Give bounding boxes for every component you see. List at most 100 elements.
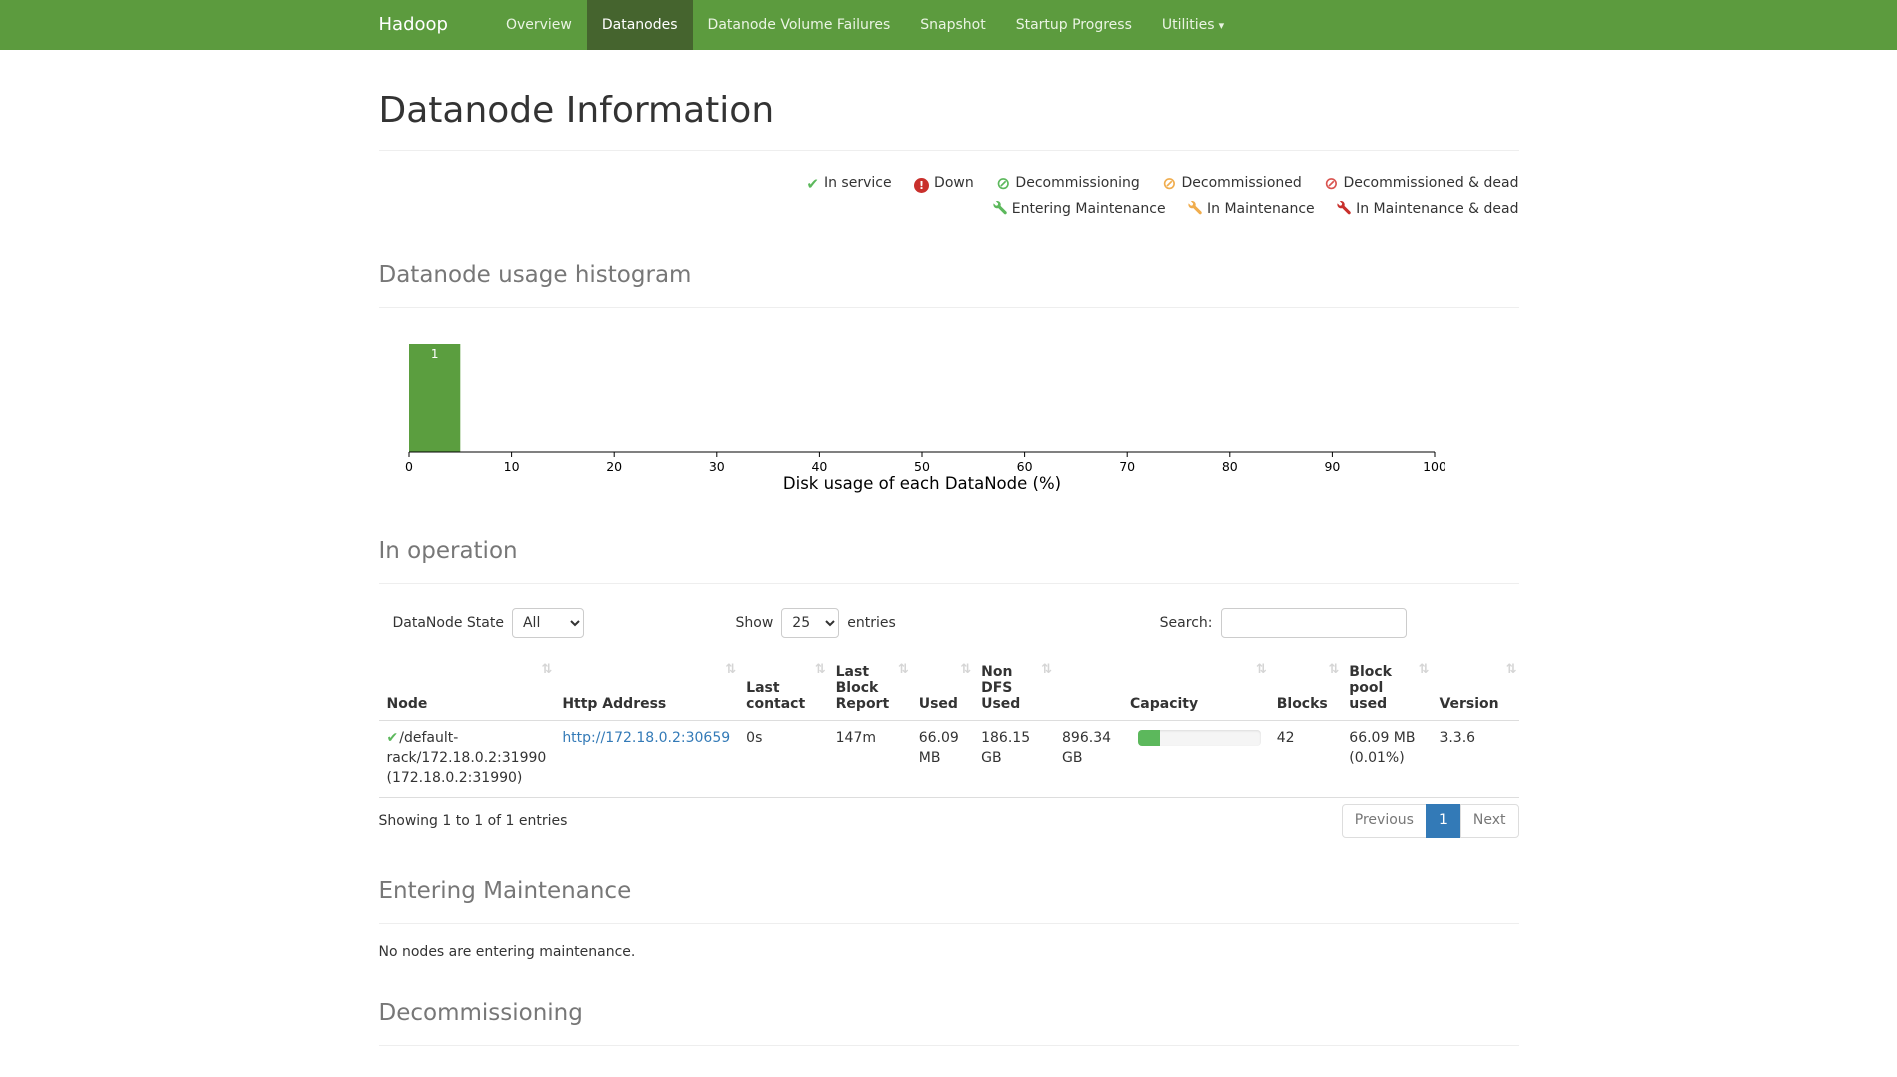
svg-text:70: 70 xyxy=(1119,459,1135,474)
sort-icon[interactable]: ⇅ xyxy=(1255,662,1267,677)
svg-text:0: 0 xyxy=(405,459,413,474)
http-address-link[interactable]: http://172.18.0.2:30659 xyxy=(562,730,731,746)
sort-icon[interactable]: ⇅ xyxy=(541,662,553,677)
entering-maintenance-section-header: Entering Maintenance xyxy=(378,877,1519,924)
column-header-capacity[interactable]: Capacity ⇅ xyxy=(1054,656,1269,721)
page-1-button[interactable]: 1 xyxy=(1425,803,1461,838)
entering-maintenance-empty-text: No nodes are entering maintenance. xyxy=(378,943,636,960)
svg-text:100: 100 xyxy=(1423,459,1445,474)
column-header-node[interactable]: Node ⇅ xyxy=(378,656,555,721)
nav-item-snapshot[interactable]: Snapshot xyxy=(920,17,986,33)
legend-decommissioning: ⊘ Decommissioning xyxy=(996,174,1140,194)
column-header-last-contact[interactable]: Last contact ⇅ xyxy=(738,656,828,721)
table-footer: Showing 1 to 1 of 1 entries Previous 1 N… xyxy=(378,803,1519,838)
svg-text:80: 80 xyxy=(1221,459,1237,474)
legend-in-maintenance-dead: In Maintenance & dead xyxy=(1337,200,1519,217)
exclamation-circle-icon: ! xyxy=(914,178,930,193)
svg-text:1: 1 xyxy=(430,347,438,361)
check-icon: ✔ xyxy=(806,175,819,193)
check-icon: ✔ xyxy=(386,730,399,746)
sort-icon[interactable]: ⇅ xyxy=(897,662,909,677)
capacity-progress-fill xyxy=(1137,730,1160,746)
wrench-icon xyxy=(1337,200,1351,215)
search-input[interactable] xyxy=(1220,608,1407,638)
nav-menu: Overview Datanodes Datanode Volume Failu… xyxy=(491,0,1239,50)
cell-blocks: 42 xyxy=(1268,720,1342,798)
legend-entering-maintenance: Entering Maintenance xyxy=(993,200,1166,217)
histogram-heading: Datanode usage histogram xyxy=(378,262,692,288)
svg-text:60: 60 xyxy=(1016,459,1032,474)
legend-row-2: Entering Maintenance In Maintenance In M… xyxy=(379,197,1519,222)
cell-last-block-report: 147m xyxy=(827,720,911,798)
in-operation-heading: In operation xyxy=(378,538,518,564)
sort-icon[interactable]: ⇅ xyxy=(725,662,737,677)
nav-item-datanode-volume-failures[interactable]: Datanode Volume Failures xyxy=(707,17,891,33)
cell-block-pool-used: 66.09 MB (0.01%) xyxy=(1341,720,1432,798)
legend-in-maintenance: In Maintenance xyxy=(1188,200,1315,217)
datanode-usage-histogram: 1 0 10 20 30 40 50 60 70 80 90 100 Disk usage of eac… xyxy=(399,336,1519,498)
decommissioning-heading: Decommissioning xyxy=(378,999,583,1026)
show-label: Show xyxy=(735,615,774,631)
cell-used: 66.09 MB xyxy=(910,720,974,798)
column-header-non-dfs-used[interactable]: Non DFS Used ⇅ xyxy=(973,656,1055,721)
column-header-version[interactable]: Version ⇅ xyxy=(1431,656,1519,721)
legend-down: ! Down xyxy=(914,175,974,193)
page-title: Datanode Information xyxy=(378,90,775,131)
banned-circle-icon: ⊘ xyxy=(996,174,1011,194)
sort-icon[interactable]: ⇅ xyxy=(960,662,972,677)
nav-item-startup-progress[interactable]: Startup Progress xyxy=(1015,17,1132,33)
next-page-button[interactable]: Next xyxy=(1459,803,1519,838)
sort-icon[interactable]: ⇅ xyxy=(814,662,826,677)
brand-hadoop[interactable]: Hadoop xyxy=(378,14,448,35)
svg-text:50: 50 xyxy=(914,459,930,474)
datanode-state-label: DataNode State xyxy=(392,615,504,631)
column-header-block-pool-used[interactable]: Block pool used ⇅ xyxy=(1341,656,1432,721)
top-navbar: Hadoop Overview Datanodes Datanode Volum… xyxy=(0,0,1897,50)
table-header-row: Node ⇅ Http Address ⇅ Last contact ⇅ Last B… xyxy=(378,656,1519,721)
caret-down-icon: ▾ xyxy=(1218,19,1225,32)
wrench-icon xyxy=(993,200,1007,215)
nav-item-datanodes[interactable]: Datanodes xyxy=(586,0,693,50)
svg-text:Disk usage of each DataNode (%: Disk usage of each DataNode (%) xyxy=(782,474,1060,493)
column-header-http-address[interactable]: Http Address ⇅ xyxy=(554,656,739,721)
sort-icon[interactable]: ⇅ xyxy=(1418,662,1430,677)
cell-capacity: 896.34 GB xyxy=(1054,720,1269,798)
in-operation-section-header: In operation xyxy=(378,538,1519,584)
svg-text:40: 40 xyxy=(811,459,827,474)
wrench-icon xyxy=(1188,200,1202,215)
cell-node: ✔/default-rack/172.18.0.2:31990 (172.18.… xyxy=(378,720,555,798)
cell-http-address: http://172.18.0.2:30659 xyxy=(554,720,739,798)
datanode-state-select[interactable]: All xyxy=(511,608,584,638)
svg-text:90: 90 xyxy=(1324,459,1340,474)
sort-icon[interactable]: ⇅ xyxy=(1041,662,1053,677)
entries-label: entries xyxy=(847,615,896,631)
column-header-used[interactable]: Used ⇅ xyxy=(910,656,974,721)
nav-item-overview[interactable]: Overview xyxy=(505,17,572,33)
nav-item-utilities[interactable]: Utilities ▾ xyxy=(1161,17,1225,33)
datanode-state-filter: DataNode State All xyxy=(393,608,584,638)
cell-version: 3.3.6 xyxy=(1431,720,1519,798)
sort-icon[interactable]: ⇅ xyxy=(1505,662,1517,677)
svg-text:10: 10 xyxy=(503,459,519,474)
table-row: ✔/default-rack/172.18.0.2:31990 (172.18.… xyxy=(378,720,1519,798)
capacity-progress-bar xyxy=(1137,730,1261,746)
previous-page-button[interactable]: Previous xyxy=(1341,803,1427,838)
status-legend: ✔ In service ! Down ⊘ Decommissioning ⊘ Deco… xyxy=(379,171,1519,222)
pagination: Previous 1 Next xyxy=(1341,803,1519,838)
entries-info: Showing 1 to 1 of 1 entries xyxy=(378,812,568,829)
sort-icon[interactable]: ⇅ xyxy=(1328,662,1340,677)
banned-circle-icon: ⊘ xyxy=(1324,174,1339,194)
decommissioning-section-header: Decommissioning xyxy=(378,999,1519,1046)
legend-row-1: ✔ In service ! Down ⊘ Decommissioning ⊘ Deco… xyxy=(379,171,1519,197)
table-controls: DataNode State All Show 25 entries Search: xyxy=(379,608,1519,640)
column-header-last-block-report[interactable]: Last Block Report ⇅ xyxy=(827,656,911,721)
page-header: Datanode Information xyxy=(378,90,1519,151)
entries-count-select[interactable]: 25 xyxy=(781,608,840,638)
datanodes-table: Node ⇅ Http Address ⇅ Last contact ⇅ Last B… xyxy=(378,656,1519,798)
legend-in-service: ✔ In service xyxy=(806,175,891,193)
cell-last-contact: 0s xyxy=(738,720,828,798)
column-header-blocks[interactable]: Blocks ⇅ xyxy=(1268,656,1342,721)
entering-maintenance-heading: Entering Maintenance xyxy=(378,877,632,904)
search-control: Search: xyxy=(1160,608,1407,638)
